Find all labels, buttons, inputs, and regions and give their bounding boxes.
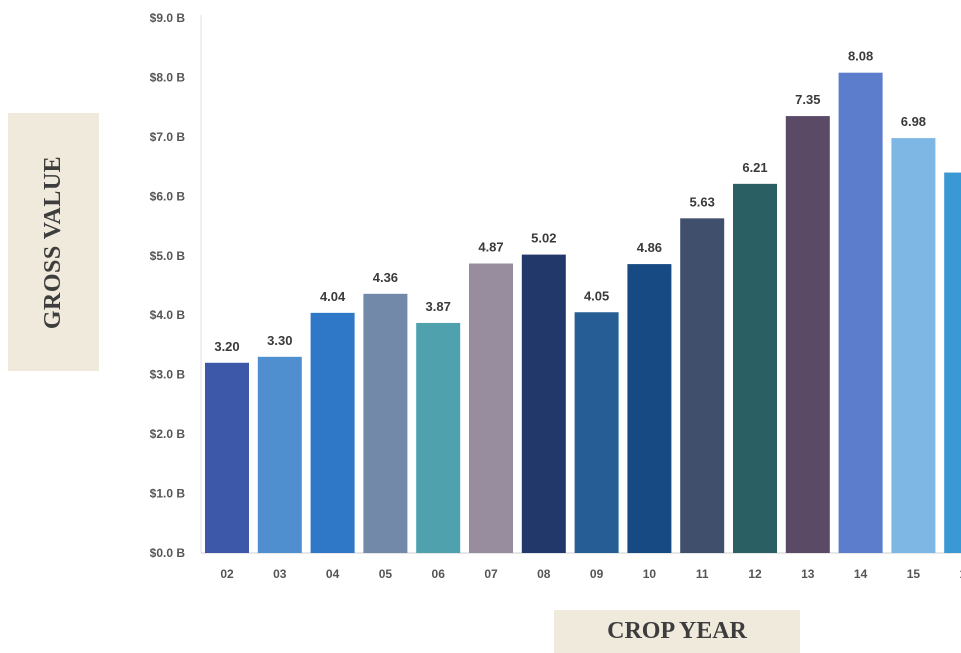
bar-value-label: 4.86 [637, 240, 662, 255]
x-tick-label: 03 [273, 567, 287, 581]
y-tick-label: $9.0 B [150, 11, 186, 25]
bar-value-label: 6.21 [742, 160, 767, 175]
x-tick-label: 13 [801, 567, 815, 581]
x-tick-label: 05 [379, 567, 393, 581]
x-tick-label: 10 [643, 567, 657, 581]
y-tick-label: $6.0 B [150, 189, 186, 203]
x-tick-label: 12 [748, 567, 762, 581]
y-axis-title-box: GROSS VALUE [8, 113, 99, 371]
bar-value-label: 4.87 [478, 240, 503, 255]
bar-value-label: 6.98 [901, 114, 926, 129]
bar [680, 218, 725, 554]
x-tick-label: 08 [537, 567, 551, 581]
bar-value-label: 4.05 [584, 288, 609, 303]
bar-value-label: 4.04 [320, 289, 346, 304]
bar [733, 183, 777, 553]
bar-value-label: 8.08 [848, 49, 873, 64]
bar [310, 312, 355, 553]
y-tick-label: $4.0 B [150, 308, 186, 322]
bar-value-label: 7.35 [795, 92, 820, 107]
bar [838, 72, 883, 553]
x-tick-label: 04 [326, 567, 340, 581]
x-tick-label: 06 [432, 567, 446, 581]
x-tick-label: 14 [854, 567, 868, 581]
x-tick-labels: 02 03 04 05 06 07 08 09 10 11 12 13 14 15 16 [220, 567, 961, 581]
bar-value-label: 5.02 [531, 231, 556, 246]
x-axis-title-box: CROP YEAR [554, 610, 800, 653]
bars [205, 72, 961, 554]
bar [469, 263, 513, 553]
bar [363, 293, 408, 553]
data-labels: 3.20 3.30 4.04 4.36 3.87 4.87 5.02 4.05 4.86 5.63… [214, 49, 926, 354]
y-tick-label: $8.0 B [150, 70, 186, 84]
bar [627, 264, 672, 553]
y-tick-label: $3.0 B [150, 368, 186, 382]
x-tick-label: 07 [484, 567, 498, 581]
y-tick-label: $7.0 B [150, 130, 186, 144]
y-tick-label: $2.0 B [150, 427, 186, 441]
y-tick-labels: $0.0 B $1.0 B $2.0 B $3.0 B $4.0 B $5.0 B $6.0… [150, 11, 186, 560]
x-tick-label: 11 [696, 567, 709, 581]
bar [574, 312, 619, 553]
y-tick-label: $5.0 B [150, 249, 186, 263]
bar-value-label: 3.30 [267, 333, 292, 348]
bar [205, 362, 249, 553]
x-axis-title: CROP YEAR [607, 618, 747, 644]
bar [891, 138, 936, 554]
x-tick-label: 09 [590, 567, 604, 581]
bar [521, 254, 566, 554]
bar [257, 356, 302, 553]
x-tick-label: 15 [907, 567, 921, 581]
bar [785, 116, 830, 553]
bar-value-label: 3.87 [426, 299, 451, 314]
bar [944, 172, 961, 554]
x-tick-label: 16 [960, 567, 961, 581]
bar-value-label: 3.20 [214, 339, 239, 354]
y-tick-label: $1.0 B [150, 487, 186, 501]
x-tick-label: 02 [220, 567, 234, 581]
y-axis-title: GROSS VALUE [40, 155, 67, 329]
y-tick-label: $0.0 B [150, 546, 186, 560]
bar-value-label: 5.63 [690, 194, 715, 209]
bar [416, 322, 461, 553]
bar-value-label: 4.36 [373, 270, 398, 285]
